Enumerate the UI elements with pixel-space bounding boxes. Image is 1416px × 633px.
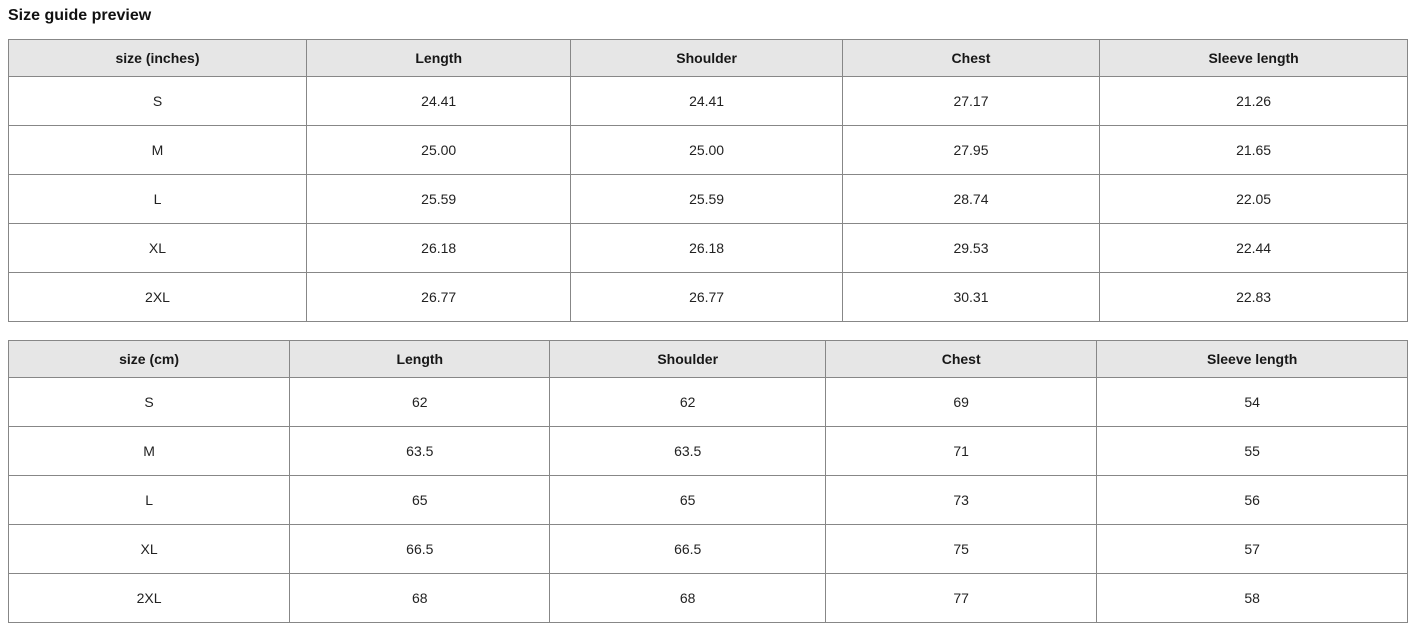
column-header: Chest <box>824 340 1098 378</box>
measurement-cell: 25.00 <box>305 125 572 175</box>
measurement-cell: 24.41 <box>305 76 572 126</box>
table-row: 2XL 68 68 77 58 <box>7 573 1408 623</box>
measurement-cell: 63.5 <box>549 426 826 476</box>
column-header: Chest <box>841 39 1101 77</box>
table-row: L 65 65 73 56 <box>7 475 1408 525</box>
measurement-cell: 27.95 <box>841 125 1101 175</box>
column-header: Shoulder <box>570 39 843 77</box>
measurement-cell: 55 <box>1096 426 1408 476</box>
measurement-cell: 27.17 <box>841 76 1101 126</box>
measurement-cell: 21.26 <box>1099 76 1408 126</box>
table-row: L 25.59 25.59 28.74 22.05 <box>8 174 1408 224</box>
measurement-cell: 28.74 <box>841 174 1101 224</box>
column-header: size (inches) <box>8 39 307 77</box>
measurement-cell: 62 <box>289 377 551 427</box>
size-label-cell: 2XL <box>8 272 307 322</box>
table-row: S 24.41 24.41 27.17 21.26 <box>8 76 1408 126</box>
header-row: size (inches) Length Shoulder Chest Sleeve l… <box>8 39 1408 77</box>
table-row: M 25.00 25.00 27.95 21.65 <box>8 125 1408 175</box>
measurement-cell: 29.53 <box>841 223 1101 273</box>
measurement-cell: 65 <box>289 475 551 525</box>
measurement-cell: 68 <box>289 573 551 623</box>
measurement-cell: 22.05 <box>1099 174 1408 224</box>
measurement-cell: 63.5 <box>289 426 551 476</box>
size-label-cell: L <box>7 475 291 525</box>
measurement-cell: 26.77 <box>570 272 843 322</box>
size-label-cell: M <box>7 426 291 476</box>
measurement-cell: 66.5 <box>549 524 826 574</box>
measurement-cell: 58 <box>1096 573 1408 623</box>
table-row: S 62 62 69 54 <box>7 377 1408 427</box>
size-label-cell: S <box>7 377 291 427</box>
table-row: XL 26.18 26.18 29.53 22.44 <box>8 223 1408 273</box>
measurement-cell: 66.5 <box>289 524 551 574</box>
size-label-cell: L <box>8 174 307 224</box>
measurement-cell: 30.31 <box>841 272 1101 322</box>
table-row: M 63.5 63.5 71 55 <box>7 426 1408 476</box>
measurement-cell: 62 <box>549 377 826 427</box>
measurement-cell: 25.59 <box>305 174 572 224</box>
measurement-cell: 26.77 <box>305 272 572 322</box>
measurement-cell: 56 <box>1096 475 1408 525</box>
size-table-inches: size (inches) Length Shoulder Chest Sleeve l… <box>8 39 1408 322</box>
measurement-cell: 54 <box>1096 377 1408 427</box>
header-row: size (cm) Length Shoulder Chest Sleeve lengt… <box>7 340 1408 378</box>
size-label-cell: XL <box>8 223 307 273</box>
column-header: size (cm) <box>7 340 291 378</box>
column-header: Sleeve length <box>1099 39 1408 77</box>
measurement-cell: 77 <box>824 573 1098 623</box>
measurement-cell: 22.83 <box>1099 272 1408 322</box>
table-row: 2XL 26.77 26.77 30.31 22.83 <box>8 272 1408 322</box>
measurement-cell: 57 <box>1096 524 1408 574</box>
measurement-cell: 22.44 <box>1099 223 1408 273</box>
measurement-cell: 26.18 <box>570 223 843 273</box>
measurement-cell: 26.18 <box>305 223 572 273</box>
measurement-cell: 68 <box>549 573 826 623</box>
size-label-cell: M <box>8 125 307 175</box>
size-label-cell: 2XL <box>7 573 291 623</box>
size-table-cm: size (cm) Length Shoulder Chest Sleeve lengt… <box>7 340 1408 623</box>
measurement-cell: 24.41 <box>570 76 843 126</box>
measurement-cell: 21.65 <box>1099 125 1408 175</box>
measurement-cell: 73 <box>824 475 1098 525</box>
column-header: Length <box>289 340 551 378</box>
column-header: Shoulder <box>549 340 826 378</box>
measurement-cell: 25.59 <box>570 174 843 224</box>
table-row: XL 66.5 66.5 75 57 <box>7 524 1408 574</box>
measurement-cell: 25.00 <box>570 125 843 175</box>
column-header: Sleeve length <box>1096 340 1408 378</box>
measurement-cell: 65 <box>549 475 826 525</box>
page-title: Size guide preview <box>8 7 152 24</box>
size-label-cell: XL <box>7 524 291 574</box>
column-header: Length <box>305 39 572 77</box>
measurement-cell: 75 <box>824 524 1098 574</box>
measurement-cell: 69 <box>824 377 1098 427</box>
size-label-cell: S <box>8 76 307 126</box>
measurement-cell: 71 <box>824 426 1098 476</box>
